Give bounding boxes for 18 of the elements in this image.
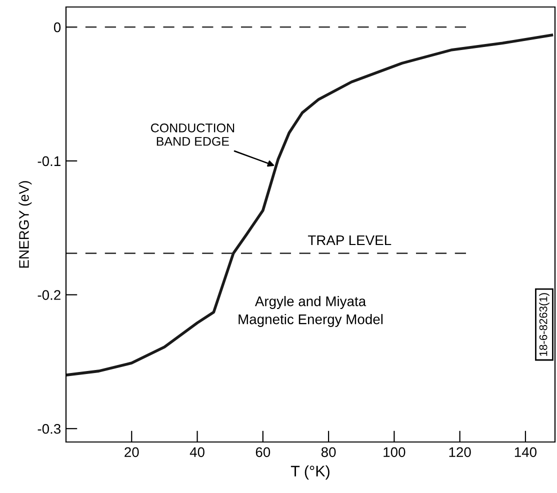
ref-line-label: TRAP LEVEL <box>308 235 392 246</box>
y-tick-label: -0.1 <box>38 156 60 166</box>
y-tick-label: -0.3 <box>38 424 61 434</box>
x-tick-label: 20 <box>124 447 139 458</box>
y-axis-title: ENERGY (eV) <box>18 181 32 268</box>
y-tick-label: -0.2 <box>38 290 60 300</box>
annotation: Argyle and Miyata Magnetic Energy Model <box>238 296 383 327</box>
x-tick-label: 120 <box>449 447 471 458</box>
y-tick-label: 0 <box>54 22 61 32</box>
x-tick-label: 100 <box>384 447 406 458</box>
annotation: 18-6-8263(1) <box>539 293 550 356</box>
x-tick-label: 80 <box>321 447 336 458</box>
x-tick-label: 60 <box>256 447 270 458</box>
x-axis-title: T (°K) <box>290 465 330 480</box>
line-series <box>66 34 554 376</box>
x-tick-label: 40 <box>190 447 204 458</box>
x-tick-label: 140 <box>514 447 537 458</box>
annotation: CONDUCTION BAND EDGE <box>150 123 234 146</box>
